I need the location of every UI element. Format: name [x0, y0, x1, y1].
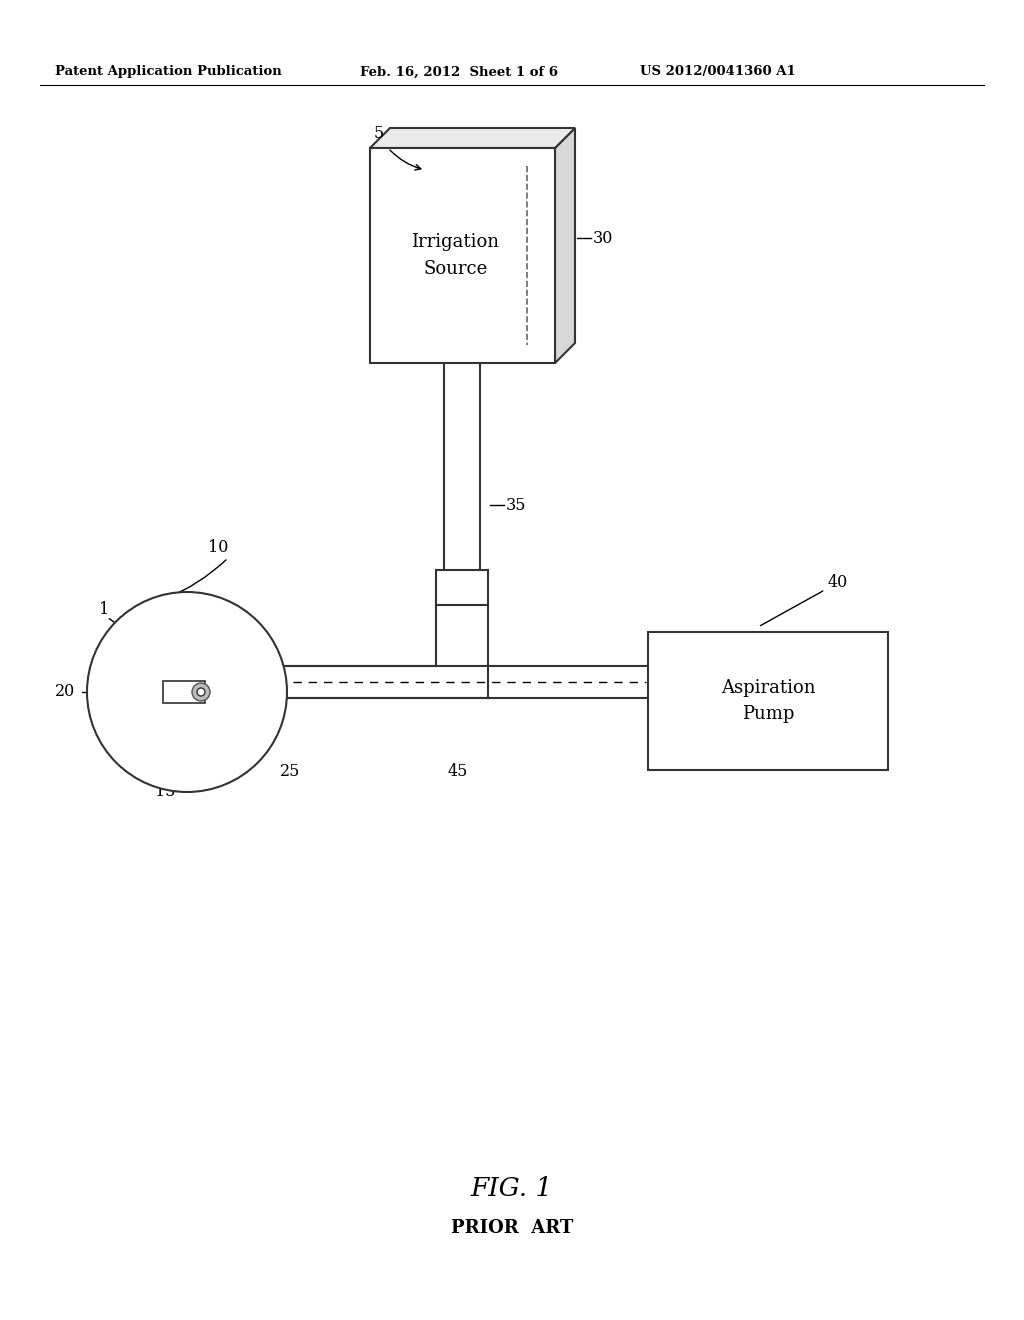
Text: US 2012/0041360 A1: US 2012/0041360 A1	[640, 66, 796, 78]
Text: 45: 45	[449, 763, 468, 780]
Text: Feb. 16, 2012  Sheet 1 of 6: Feb. 16, 2012 Sheet 1 of 6	[360, 66, 558, 78]
Text: 5: 5	[374, 124, 384, 141]
Text: 20: 20	[55, 684, 75, 701]
Text: Aspiration
Pump: Aspiration Pump	[721, 678, 815, 723]
Text: 10: 10	[208, 540, 228, 557]
Text: 30: 30	[593, 230, 613, 247]
Text: Patent Application Publication: Patent Application Publication	[55, 66, 282, 78]
Text: 35: 35	[506, 496, 526, 513]
Text: 25: 25	[280, 763, 300, 780]
Text: 1: 1	[99, 602, 110, 619]
Bar	[370, 148, 555, 363]
Circle shape	[87, 591, 287, 792]
Circle shape	[193, 682, 210, 701]
Circle shape	[197, 688, 205, 696]
Text: FIG. 1: FIG. 1	[471, 1176, 553, 1200]
Bar	[163, 681, 205, 704]
Bar	[648, 632, 888, 770]
Text: Irrigation
Source: Irrigation Source	[412, 234, 500, 277]
Text: 15: 15	[155, 784, 175, 800]
Text: 40: 40	[761, 574, 848, 626]
Polygon shape	[370, 128, 575, 148]
Text: PRIOR  ART: PRIOR ART	[451, 1218, 573, 1237]
Polygon shape	[555, 128, 575, 363]
